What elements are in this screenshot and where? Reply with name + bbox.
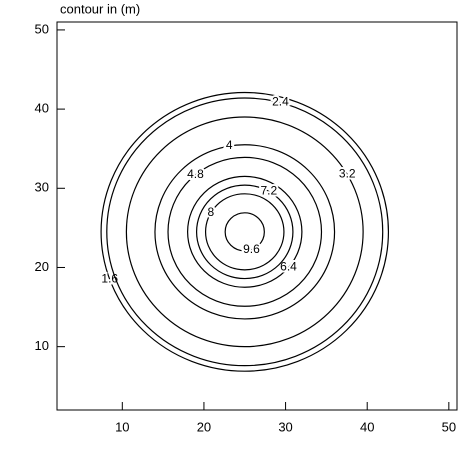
contour-label: 4.8: [187, 167, 204, 181]
contour-line: [100, 91, 390, 372]
contour-label: 8: [207, 205, 214, 219]
x-tick-label: 50: [442, 419, 456, 434]
contour-label: 3.2: [339, 167, 356, 181]
contour-label: 4: [226, 138, 233, 152]
x-tick-label: 10: [115, 419, 129, 434]
x-tick-label: 40: [360, 419, 374, 434]
contour-line: [125, 116, 364, 348]
contour-line: [106, 97, 384, 367]
contour-label: 7.2: [260, 184, 277, 198]
x-tick-label: 20: [197, 419, 211, 434]
contour-line: [224, 212, 265, 252]
plot-frame: [56, 21, 458, 411]
contour-line: [187, 175, 303, 288]
y-tick-label: 40: [35, 101, 49, 116]
y-tick-label: 10: [35, 338, 49, 353]
contour-line: [154, 144, 336, 320]
contour-label: 2.4: [272, 95, 289, 109]
contour-line: [167, 156, 323, 307]
contour-line: [195, 184, 294, 280]
contour-line: [204, 193, 285, 271]
y-tick-label: 50: [35, 21, 49, 36]
contour-label: 6.4: [280, 260, 297, 274]
y-tick-label: 30: [35, 180, 49, 195]
chart-title: contour in (m): [60, 1, 140, 16]
y-tick-label: 20: [35, 259, 49, 274]
contour-label: 9.6: [243, 242, 260, 256]
x-tick-label: 30: [278, 419, 292, 434]
